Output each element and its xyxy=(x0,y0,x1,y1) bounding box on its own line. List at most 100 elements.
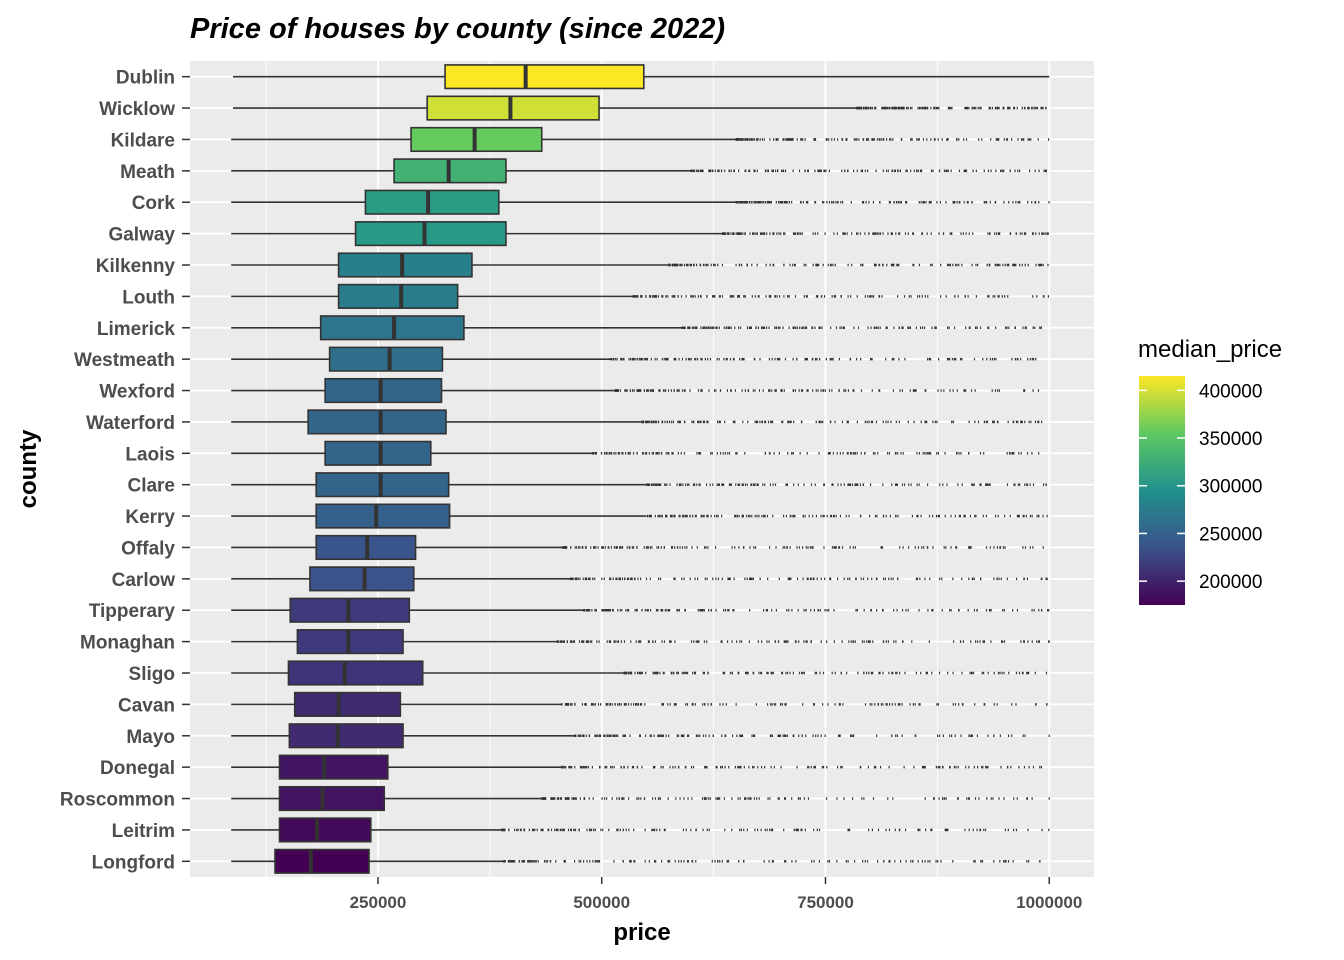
outlier-point xyxy=(909,326,911,329)
outlier-point xyxy=(772,138,775,141)
outlier-point xyxy=(717,860,719,863)
outlier-point xyxy=(757,326,760,329)
outlier-point xyxy=(541,797,543,800)
outlier-point xyxy=(804,138,806,141)
outlier-point xyxy=(1013,828,1015,832)
outlier-point xyxy=(864,295,866,298)
outlier-point xyxy=(842,201,844,204)
outlier-point xyxy=(655,671,657,675)
outlier-point xyxy=(855,357,858,361)
outlier-point xyxy=(929,452,932,455)
outlier-point xyxy=(735,703,737,706)
outlier-point xyxy=(814,357,817,361)
outlier-point xyxy=(871,828,874,832)
outlier-point xyxy=(732,357,735,361)
outlier-point xyxy=(878,389,880,392)
outlier-point xyxy=(759,357,761,361)
outlier-point xyxy=(1038,640,1040,643)
outlier-point xyxy=(947,671,949,675)
outlier-point xyxy=(659,828,661,832)
outlier-point xyxy=(771,609,773,612)
outlier-point xyxy=(1039,263,1041,267)
outlier-point xyxy=(586,828,588,832)
outlier-point xyxy=(699,452,701,455)
outlier-point xyxy=(1016,106,1018,110)
outlier-point xyxy=(619,546,621,549)
outlier-point xyxy=(667,357,669,361)
outlier-point xyxy=(1007,106,1010,110)
box-iqr xyxy=(288,723,404,749)
outlier-point xyxy=(719,797,721,800)
outlier-point xyxy=(704,577,706,581)
legend-tick-label: 300000 xyxy=(1199,477,1262,498)
outlier-point xyxy=(954,703,957,706)
outlier-point xyxy=(698,483,700,486)
outlier-point xyxy=(741,734,743,737)
outlier-point xyxy=(728,609,730,612)
outlier-point xyxy=(1018,765,1020,769)
outlier-point xyxy=(1035,106,1037,110)
outlier-point xyxy=(971,483,973,486)
outlier-point xyxy=(719,420,721,424)
outlier-point xyxy=(667,703,669,706)
outlier-point xyxy=(566,640,568,643)
outlier-point xyxy=(804,169,806,173)
outlier-point xyxy=(616,828,618,832)
outlier-point xyxy=(799,326,801,329)
outlier-point xyxy=(782,546,784,549)
outlier-point xyxy=(872,640,874,643)
outlier-point xyxy=(677,295,679,298)
outlier-point xyxy=(862,483,865,486)
outlier-point xyxy=(949,232,951,235)
outlier-point xyxy=(568,765,571,769)
outlier-point xyxy=(896,671,898,675)
outlier-point xyxy=(992,420,994,424)
outlier-point xyxy=(1020,452,1022,455)
outlier-point xyxy=(769,483,772,486)
outlier-point xyxy=(715,609,717,612)
outlier-point xyxy=(1029,483,1031,486)
outlier-point xyxy=(901,326,904,329)
outlier-point xyxy=(982,765,984,769)
outlier-point xyxy=(1003,106,1005,110)
outlier-point xyxy=(917,106,919,110)
outlier-point xyxy=(581,734,583,737)
outlier-point xyxy=(734,546,736,549)
outlier-point xyxy=(829,577,831,581)
outlier-point xyxy=(744,169,746,173)
outlier-point xyxy=(779,326,781,329)
outlier-point xyxy=(869,703,871,706)
outlier-point xyxy=(1008,326,1010,329)
outlier-point xyxy=(771,734,774,737)
outlier-point xyxy=(690,263,693,267)
outlier-point xyxy=(802,389,804,392)
outlier-point xyxy=(899,389,901,392)
outlier-point xyxy=(753,546,755,549)
outlier-point xyxy=(654,640,656,643)
outlier-point xyxy=(892,389,895,392)
outlier-point xyxy=(861,201,864,204)
outlier-point xyxy=(771,420,774,424)
outlier-point xyxy=(908,483,910,486)
outlier-point xyxy=(559,797,562,800)
outlier-point xyxy=(819,169,821,173)
outlier-point xyxy=(910,295,912,298)
outlier-point xyxy=(1046,514,1048,518)
outlier-point xyxy=(560,828,562,832)
outlier-point xyxy=(927,106,929,110)
outlier-point xyxy=(902,546,904,549)
outlier-point xyxy=(823,483,825,486)
outlier-point xyxy=(945,169,947,173)
outlier-point xyxy=(886,138,888,141)
outlier-point xyxy=(765,295,767,298)
outlier-point xyxy=(973,609,976,612)
outlier-point xyxy=(983,828,985,832)
outlier-point xyxy=(601,577,603,581)
outlier-point xyxy=(745,797,747,800)
outlier-point xyxy=(627,797,630,800)
outlier-point xyxy=(743,828,745,832)
outlier-point xyxy=(757,483,759,486)
outlier-point xyxy=(630,860,632,863)
outlier-point xyxy=(725,326,727,329)
outlier-point xyxy=(849,577,851,581)
